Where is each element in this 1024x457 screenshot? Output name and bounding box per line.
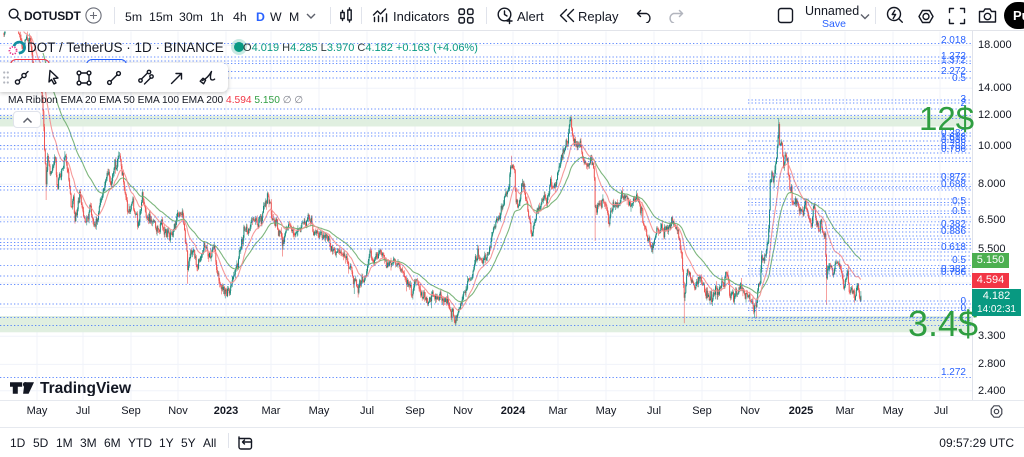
- svg-text:TradingView: TradingView: [40, 381, 132, 396]
